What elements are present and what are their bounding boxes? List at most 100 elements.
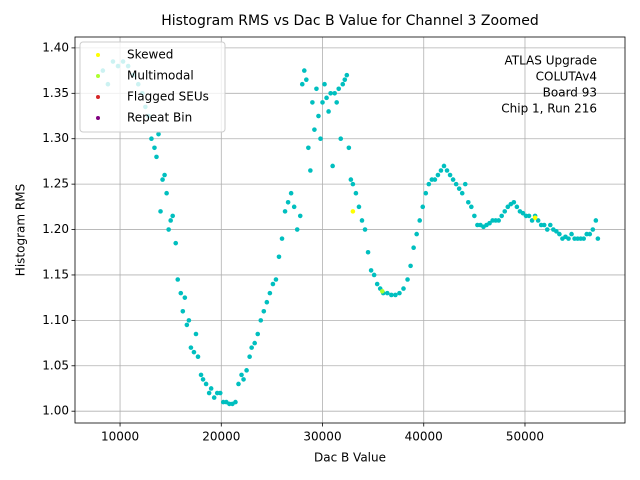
- data-point: [450, 177, 456, 182]
- data-point: [276, 254, 282, 260]
- data-point: [170, 213, 175, 219]
- data-point: [414, 231, 419, 237]
- y-tick-label: 1.00: [42, 404, 69, 418]
- data-point: [350, 181, 356, 187]
- data-point: [208, 386, 214, 391]
- data-point: [203, 381, 209, 387]
- data-point: [342, 77, 348, 82]
- data-point: [417, 218, 422, 223]
- data-point: [206, 390, 212, 396]
- data-point: [306, 145, 311, 151]
- data-point: [505, 204, 511, 210]
- data-point: [350, 209, 356, 214]
- data-point: [365, 249, 371, 255]
- data-point: [244, 368, 249, 373]
- data-point: [322, 81, 327, 87]
- x-tick-label: 10000: [101, 430, 139, 444]
- y-tick-label: 1.10: [42, 313, 69, 327]
- data-point: [340, 81, 346, 87]
- data-point: [397, 290, 402, 296]
- y-tick-label: 1.40: [42, 40, 69, 54]
- data-point: [318, 136, 323, 142]
- data-point: [514, 204, 520, 210]
- data-point: [526, 213, 532, 219]
- data-point: [182, 295, 188, 300]
- data-point: [502, 209, 508, 214]
- data-point: [487, 220, 492, 226]
- data-point: [282, 209, 288, 214]
- x-axis-label: Dac B Value: [314, 451, 386, 465]
- annotation: COLUTAv4: [536, 70, 597, 84]
- data-point: [532, 215, 538, 221]
- data-point: [554, 229, 559, 234]
- data-point: [401, 286, 406, 291]
- data-point: [291, 204, 297, 210]
- chart-title: Histogram RMS vs Dac B Value for Channel…: [161, 13, 539, 29]
- data-point: [217, 390, 223, 396]
- data-point: [308, 168, 313, 173]
- data-point: [239, 372, 244, 378]
- data-point: [195, 354, 201, 359]
- data-point: [288, 190, 294, 196]
- data-point: [328, 91, 333, 96]
- data-point: [595, 236, 601, 241]
- data-point: [154, 154, 159, 160]
- data-point: [408, 263, 413, 269]
- x-tick-label: 20000: [202, 430, 240, 444]
- data-point: [200, 377, 206, 382]
- data-point: [310, 100, 315, 105]
- data-point: [301, 68, 307, 73]
- data-point: [432, 177, 438, 182]
- x-tick-label: 40000: [405, 430, 443, 444]
- data-point: [264, 299, 270, 305]
- data-point: [267, 290, 273, 296]
- data-point: [336, 86, 342, 92]
- data-point: [175, 277, 181, 282]
- data-point: [338, 136, 344, 142]
- data-point: [294, 227, 300, 232]
- data-point: [173, 240, 179, 246]
- data-point: [211, 395, 217, 400]
- data-point: [462, 181, 468, 187]
- data-point: [178, 290, 184, 296]
- data-point: [324, 95, 329, 101]
- data-point: [236, 381, 241, 387]
- plot-frame: [74, 36, 626, 424]
- legend-box: [79, 41, 226, 133]
- data-point: [547, 222, 553, 228]
- data-point: [304, 77, 309, 82]
- data-point: [191, 349, 197, 355]
- data-point: [164, 190, 169, 196]
- y-tick-label: 1.15: [42, 267, 69, 281]
- data-point: [326, 109, 331, 114]
- y-tick-label: 1.30: [42, 131, 69, 145]
- data-point: [166, 227, 171, 232]
- x-tick-label: 50000: [506, 430, 544, 444]
- data-point: [368, 268, 374, 273]
- data-point: [379, 289, 385, 294]
- data-point: [496, 218, 501, 223]
- data-point: [520, 210, 526, 216]
- data-point: [285, 199, 291, 205]
- legend-label: Repeat Bin: [127, 111, 192, 125]
- data-point: [258, 318, 264, 323]
- legend-label: Skewed: [127, 48, 173, 62]
- data-point: [557, 231, 562, 237]
- data-point: [348, 177, 354, 182]
- data-point: [255, 331, 261, 337]
- annotation: Chip 1, Run 216: [501, 102, 597, 116]
- data-point: [314, 86, 319, 92]
- y-tick-label: 1.35: [42, 86, 69, 100]
- data-point: [344, 72, 350, 78]
- data-point: [233, 399, 238, 405]
- data-point: [453, 181, 459, 187]
- data-point: [160, 177, 165, 182]
- data-point: [261, 308, 267, 314]
- data-point: [435, 172, 441, 178]
- legend-marker: [96, 53, 100, 57]
- data-point: [465, 199, 471, 205]
- data-point: [566, 236, 571, 241]
- data-point: [590, 227, 596, 232]
- data-point: [385, 290, 390, 296]
